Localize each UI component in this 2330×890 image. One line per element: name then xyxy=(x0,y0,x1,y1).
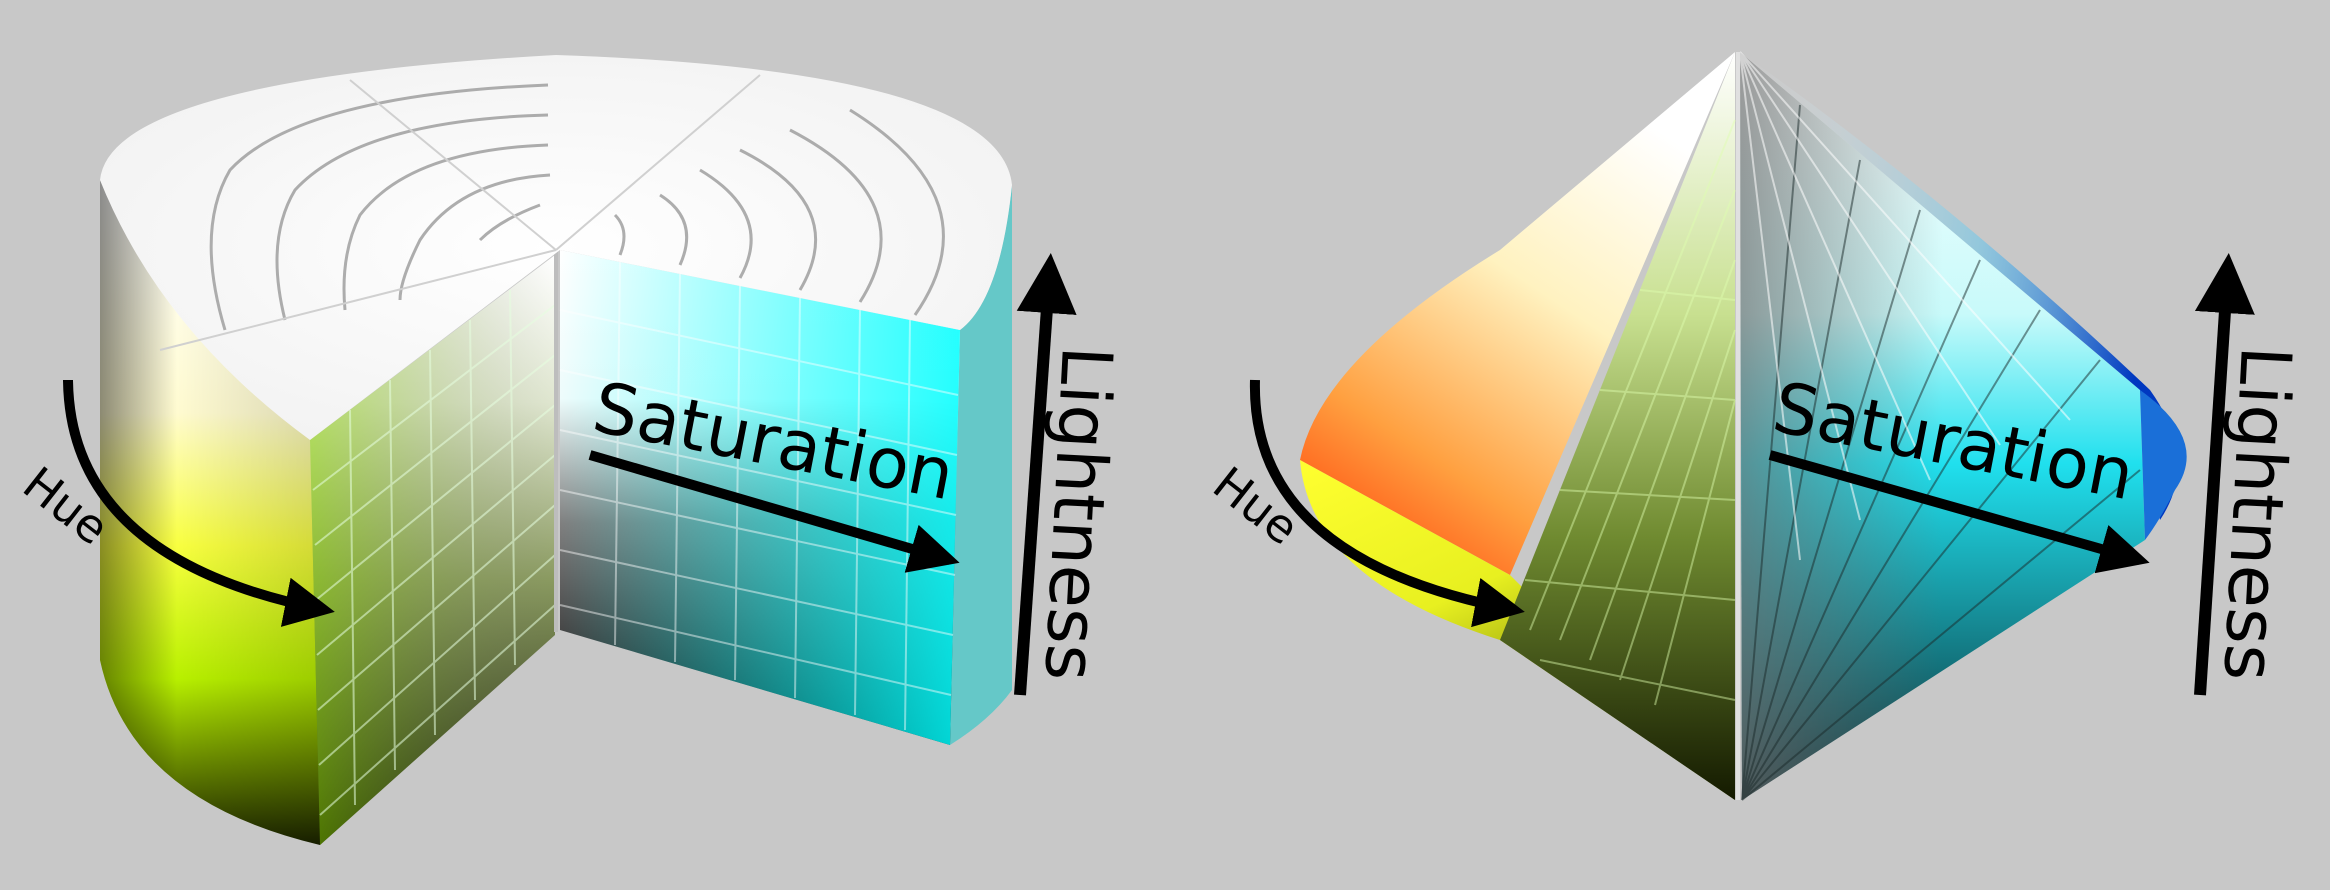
bicone-upper-left-surface xyxy=(1300,52,1735,575)
hsl-cylinder-figure: Hue Saturation Lightness xyxy=(13,55,1128,845)
hue-arrow-left xyxy=(63,379,335,627)
hue-arrow-right xyxy=(1249,379,1525,628)
saturation-arrow-left xyxy=(588,450,960,573)
cylinder-top-surface xyxy=(100,55,1012,440)
hsl-bicone-figure: Hue Saturation Lightness xyxy=(1203,51,2307,801)
cylinder-top-hue-lines xyxy=(159,74,761,351)
lightness-label-right: Lightness xyxy=(2207,344,2306,683)
cylinder-top-saturation-rings-right xyxy=(613,108,945,316)
saturation-arrow-right xyxy=(1768,450,2150,574)
bicone-cut-face-left xyxy=(1500,52,1735,800)
lightness-label-left: Lightness xyxy=(1028,344,1127,683)
cylinder-right-rim xyxy=(950,185,1012,745)
hue-label-right: Hue xyxy=(1203,456,1309,555)
cylinder-top-saturation-rings xyxy=(209,83,551,331)
cut-face-grid-left xyxy=(312,289,556,816)
bicone-cut-grid-left xyxy=(1524,119,1736,706)
lightness-arrow-right xyxy=(2194,253,2255,696)
bicone-right-fan-lines-top xyxy=(1739,51,2071,561)
lightness-arrow-left xyxy=(1014,253,1077,696)
